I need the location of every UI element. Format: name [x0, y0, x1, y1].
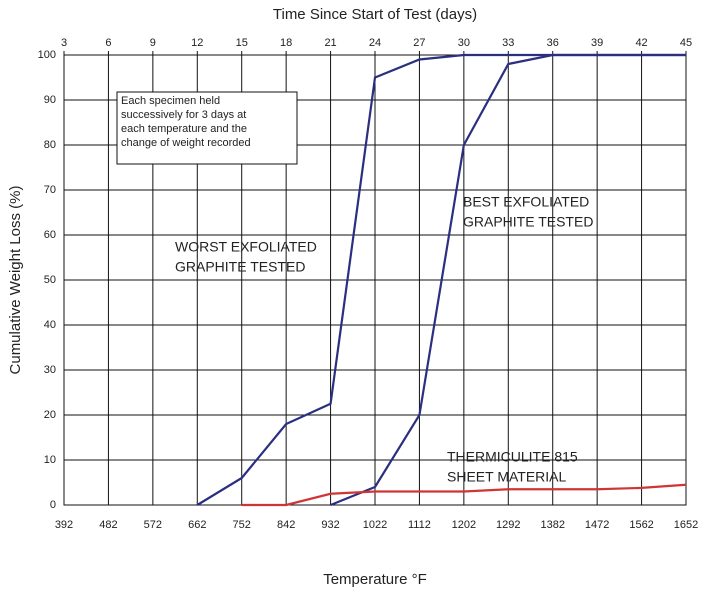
x2-tick-label: 36 — [547, 37, 559, 49]
x2-tick-label: 33 — [502, 37, 514, 49]
x-tick-label: 392 — [55, 519, 73, 531]
x-tick-label: 662 — [188, 519, 206, 531]
y-tick-label: 60 — [44, 229, 56, 241]
note-box — [116, 91, 298, 165]
y-tick-label: 10 — [44, 454, 56, 466]
series-label: GRAPHITE TESTED — [175, 259, 305, 275]
note-line: successively for 3 days at — [121, 109, 246, 121]
y-axis-title: Cumulative Weight Loss (%) — [7, 186, 24, 375]
series-line — [330, 53, 686, 507]
x-tick-label: 1202 — [452, 519, 476, 531]
x-tick-label: 1112 — [408, 519, 431, 531]
note-line: each temperature and the — [121, 123, 247, 135]
x2-tick-label: 27 — [413, 37, 425, 49]
y-tick-label: 20 — [44, 409, 56, 421]
y-tick-label: 30 — [44, 364, 56, 376]
y-tick-label: 40 — [44, 319, 56, 331]
x-axis-title: Temperature °F — [323, 571, 427, 588]
y-tick-label: 80 — [44, 139, 56, 151]
x2-tick-label: 39 — [591, 37, 603, 49]
x-tick-label: 482 — [99, 519, 117, 531]
x2-tick-label: 42 — [635, 37, 647, 49]
x-tick-label: 1652 — [674, 519, 698, 531]
x2-tick-label: 30 — [458, 37, 470, 49]
x2-tick-label: 24 — [369, 37, 381, 49]
series-label: SHEET MATERIAL — [447, 469, 567, 485]
x2-tick-label: 9 — [150, 37, 156, 49]
x-tick-label: 1382 — [540, 519, 564, 531]
x2-tick-label: 45 — [680, 37, 692, 49]
series-label: WORST EXFOLIATED — [175, 239, 317, 255]
series-line — [241, 483, 687, 507]
x2-tick-label: 15 — [236, 37, 248, 49]
y-tick-label: 0 — [50, 499, 56, 511]
plot-frame — [63, 54, 687, 506]
y-tick-label: 100 — [38, 49, 56, 61]
series-label: BEST EXFOLIATED — [463, 194, 589, 210]
x-tick-label: 842 — [277, 519, 295, 531]
x2-tick-label: 12 — [191, 37, 203, 49]
y-tick-label: 90 — [44, 94, 56, 106]
x-tick-label: 1292 — [496, 519, 520, 531]
note-line: change of weight recorded — [121, 137, 251, 149]
y-tick-label: 70 — [44, 184, 56, 196]
x2-tick-label: 18 — [280, 37, 292, 49]
x-tick-label: 752 — [233, 519, 251, 531]
series-label: GRAPHITE TESTED — [463, 214, 593, 230]
x-tick-label: 572 — [144, 519, 162, 531]
series-label: THERMICULITE 815 — [447, 449, 578, 465]
note-line: Each specimen held — [121, 95, 220, 107]
y-tick-label: 50 — [44, 274, 56, 286]
x2-tick-label: 21 — [324, 37, 336, 49]
x2-tick-label: 6 — [105, 37, 111, 49]
x-tick-label: 932 — [321, 519, 339, 531]
x-tick-label: 1472 — [585, 519, 609, 531]
top-axis-title: Time Since Start of Test (days) — [273, 6, 477, 23]
x2-tick-label: 3 — [61, 37, 67, 49]
x-tick-label: 1562 — [629, 519, 653, 531]
x-tick-label: 1022 — [363, 519, 387, 531]
